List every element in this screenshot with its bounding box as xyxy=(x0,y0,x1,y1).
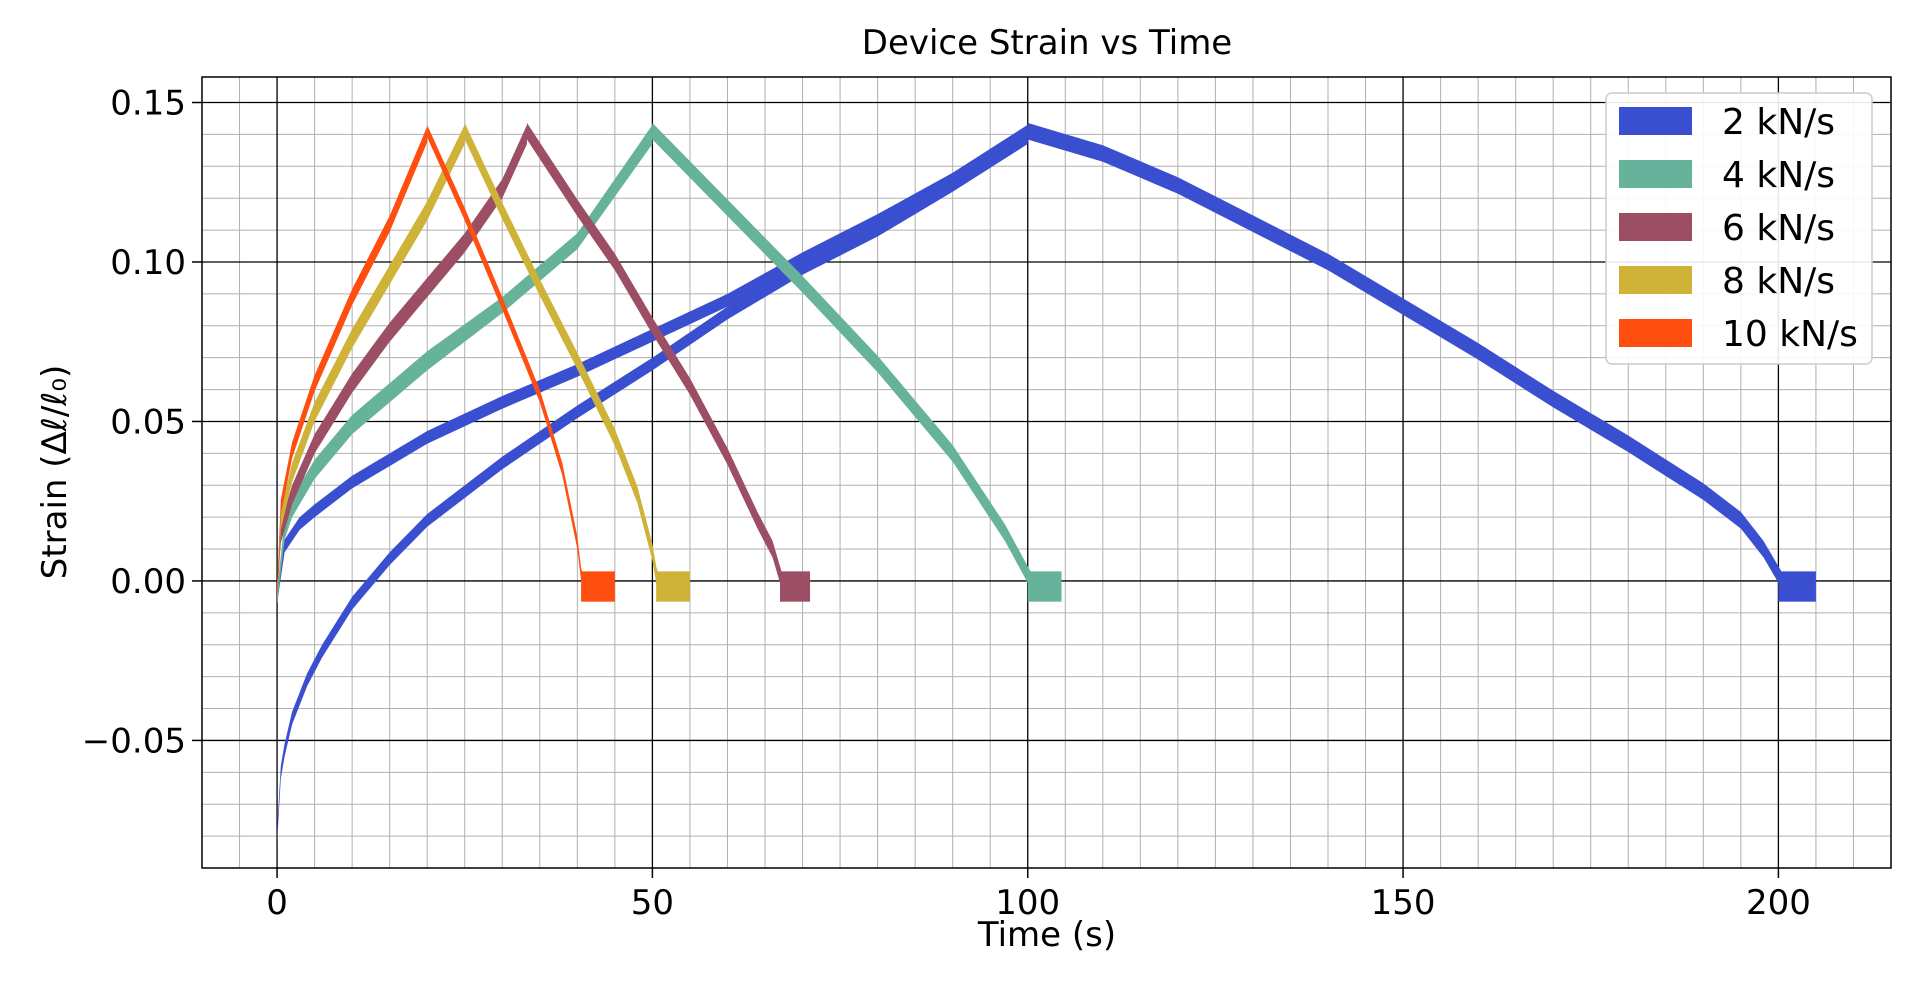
y-axis-label: Strain (Δℓ/ℓ₀) xyxy=(35,365,75,580)
series-rest-plateau xyxy=(1778,571,1816,602)
x-tick-label: 50 xyxy=(631,883,674,923)
series-rest-plateau xyxy=(656,571,690,602)
series-layer xyxy=(277,122,1816,843)
chart-title: Device Strain vs Time xyxy=(862,23,1232,63)
legend-label: 10 kN/s xyxy=(1722,314,1858,355)
y-tick-label: 0.00 xyxy=(110,562,186,602)
y-tick-label: 0.15 xyxy=(110,84,186,124)
series-3 xyxy=(277,122,811,602)
series-5 xyxy=(277,125,615,602)
legend-label: 8 kN/s xyxy=(1722,261,1835,302)
x-tick-label: 150 xyxy=(1371,883,1436,923)
series-rest-plateau xyxy=(780,571,811,602)
legend-swatch xyxy=(1619,213,1692,241)
series-rest-plateau xyxy=(581,571,615,602)
series-rest-plateau xyxy=(1027,571,1062,602)
series-unloading-band xyxy=(427,125,585,594)
x-tick-label: 0 xyxy=(266,883,288,923)
legend-label: 2 kN/s xyxy=(1722,102,1835,143)
legend-swatch xyxy=(1619,266,1692,294)
x-axis-label: Time (s) xyxy=(977,915,1116,955)
series-unloading-band xyxy=(464,122,660,596)
series-loading-lower-band xyxy=(277,131,527,597)
x-tick-label: 100 xyxy=(995,883,1060,923)
legend-swatch xyxy=(1619,160,1692,188)
plot-frame xyxy=(201,76,1892,869)
axis-ticks: 0 50 100 150 200 −0.05 0.00 0.05 0.10 0.15 xyxy=(82,84,1811,923)
series-2 xyxy=(277,122,1062,604)
legend-swatch xyxy=(1619,107,1692,135)
legend-label: 4 kN/s xyxy=(1722,155,1835,196)
minor-grid xyxy=(201,77,1892,869)
y-tick-label: −0.05 xyxy=(82,721,186,761)
x-tick-label: 200 xyxy=(1746,883,1811,923)
legend-label: 6 kN/s xyxy=(1722,208,1835,249)
series-loading-upper-band xyxy=(277,124,527,597)
y-tick-label: 0.10 xyxy=(110,243,186,283)
legend: 2 kN/s 4 kN/s 6 kN/s 8 kN/s 10 kN/s xyxy=(1605,92,1873,365)
series-loading-upper-band xyxy=(277,124,1028,604)
legend-swatch xyxy=(1619,319,1692,347)
series-unloading-band xyxy=(652,122,1036,596)
series-unloading-band xyxy=(527,122,784,596)
series-1 xyxy=(277,122,1816,843)
y-tick-label: 0.05 xyxy=(110,402,186,442)
